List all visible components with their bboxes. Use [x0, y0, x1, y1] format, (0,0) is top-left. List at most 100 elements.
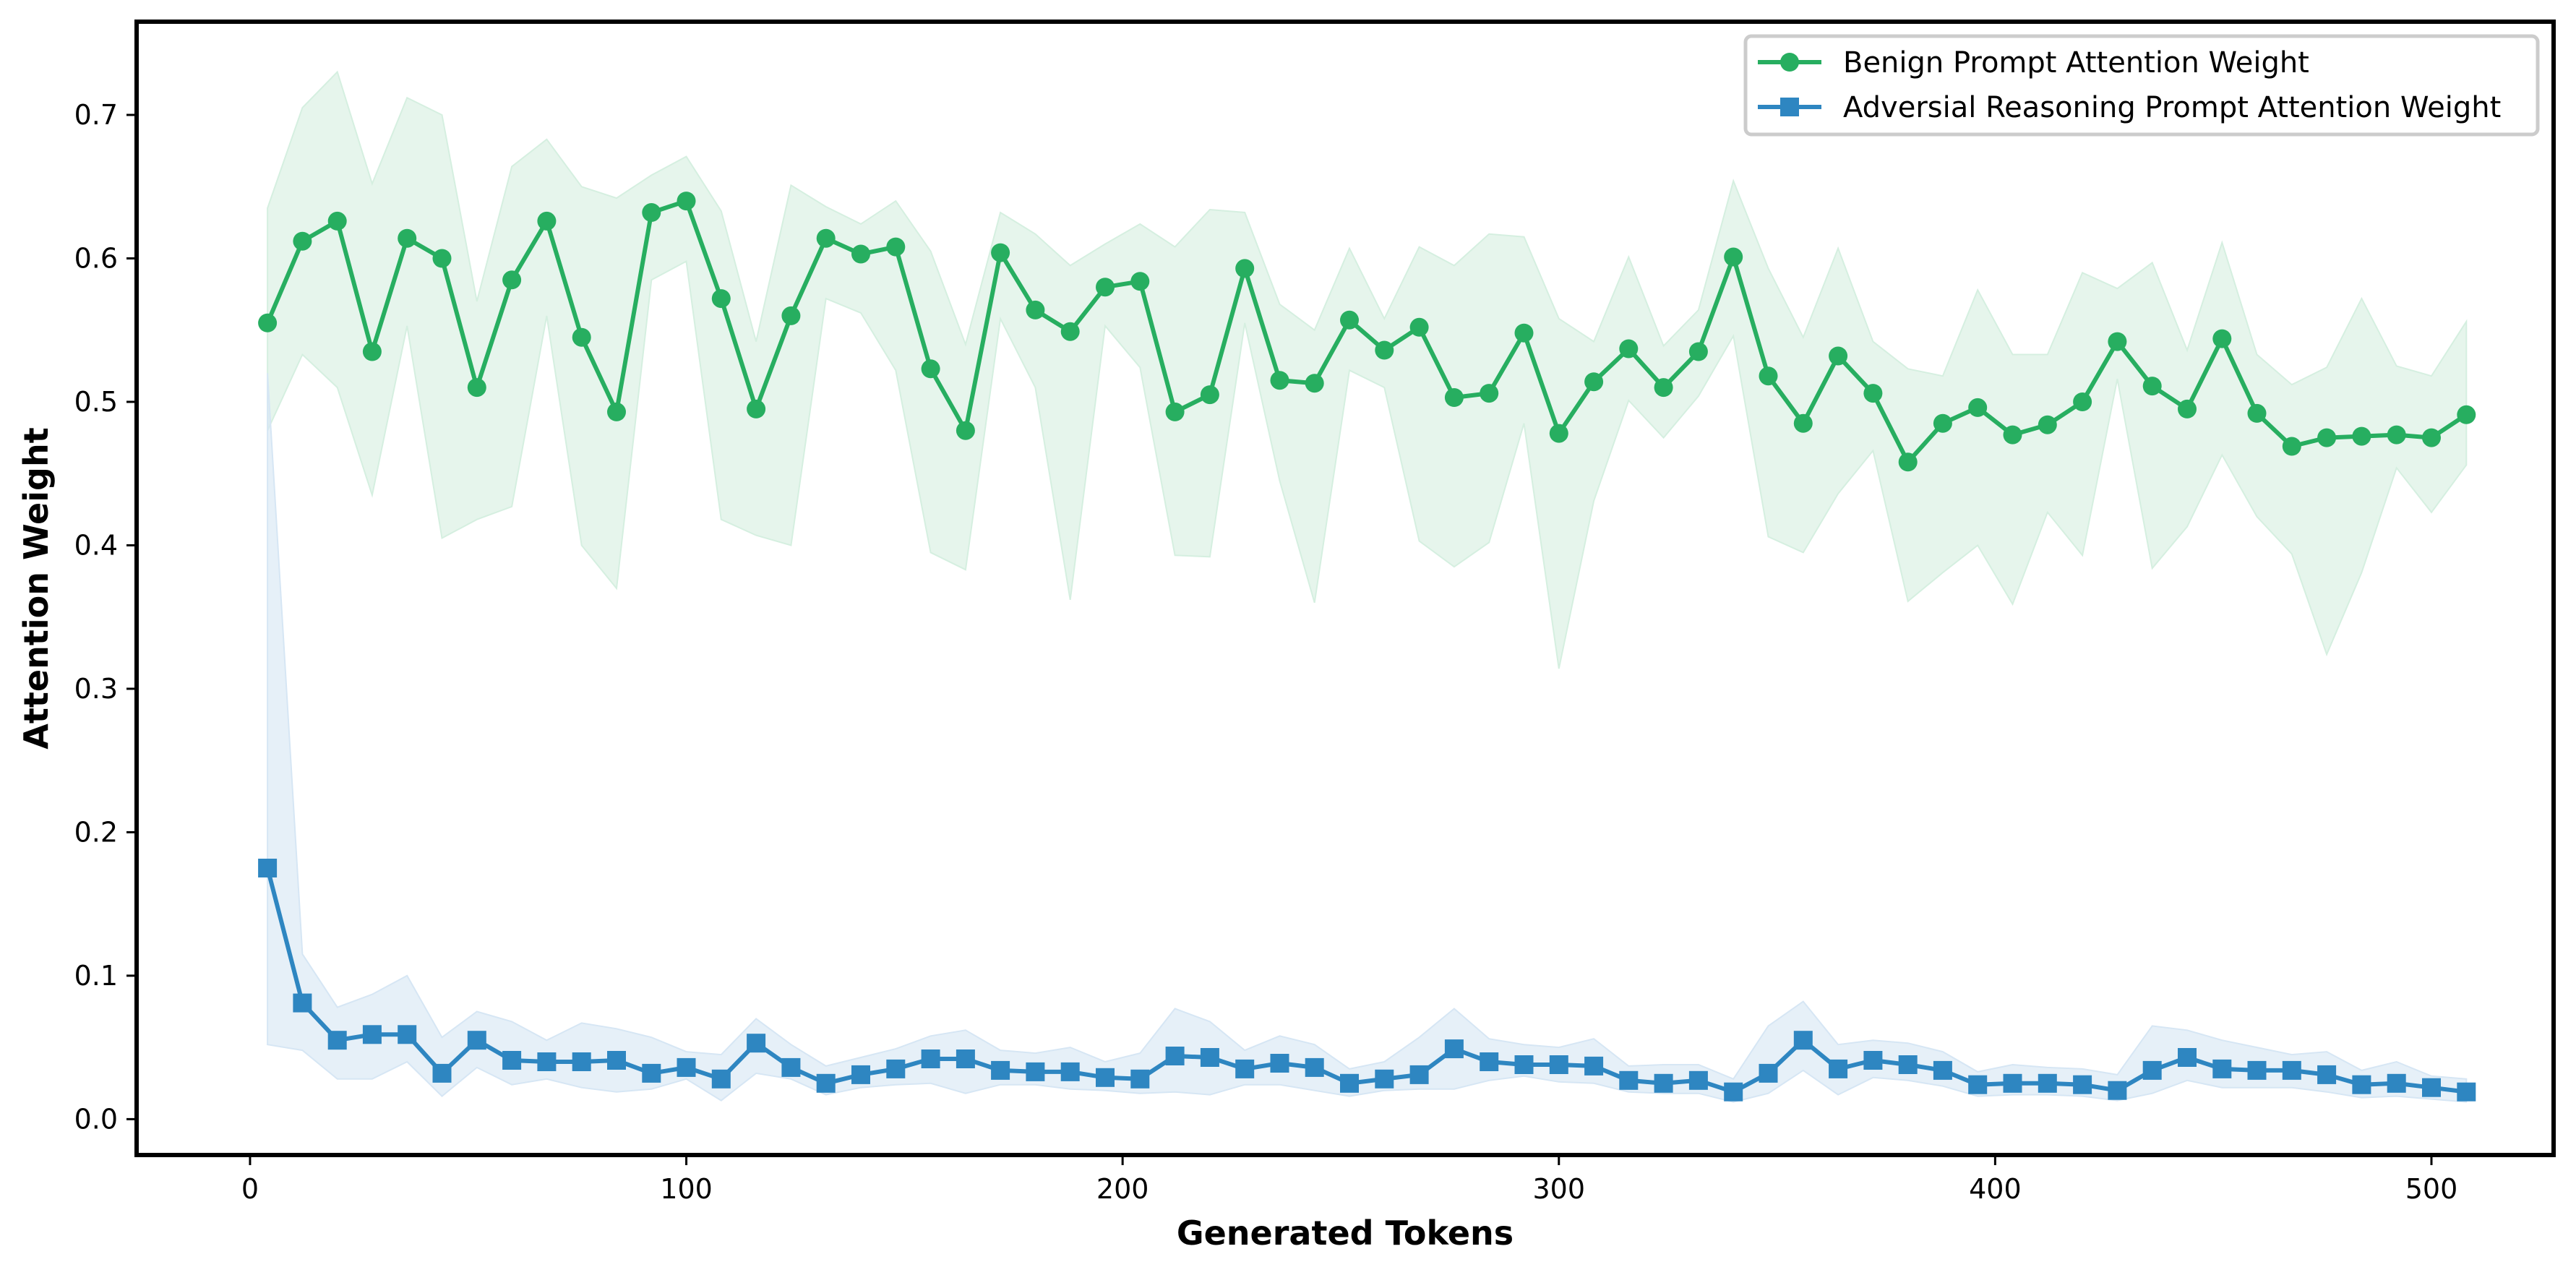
data-point-benign	[2282, 437, 2301, 456]
data-point-benign	[851, 244, 870, 264]
data-point-benign	[362, 342, 382, 361]
data-point-adversarial	[502, 1051, 522, 1070]
data-point-adversarial	[886, 1059, 906, 1078]
data-point-adversarial	[1933, 1060, 1952, 1080]
data-point-adversarial	[677, 1057, 696, 1077]
data-point-adversarial	[2387, 1073, 2406, 1093]
confidence-band-benign	[267, 70, 2468, 669]
series-lines	[265, 199, 2468, 1094]
data-point-adversarial	[816, 1073, 836, 1093]
x-tick-label: 300	[1533, 1173, 1586, 1205]
data-point-adversarial	[851, 1065, 870, 1084]
data-point-benign	[781, 306, 801, 325]
data-point-adversarial	[1444, 1039, 1464, 1059]
data-point-adversarial	[2003, 1073, 2022, 1093]
legend-label-adversarial: Adversial Reasoning Prompt Attention Wei…	[1843, 91, 2501, 124]
data-point-benign	[1096, 278, 1115, 297]
data-point-benign	[537, 211, 557, 231]
data-point-benign	[2142, 377, 2162, 396]
legend-marker-adversarial	[1780, 98, 1799, 116]
y-tick-label: 0.4	[74, 529, 118, 561]
data-point-benign	[2038, 415, 2057, 434]
legend: Benign Prompt Attention Weight Adversial…	[1743, 34, 2540, 137]
x-tick-label: 400	[1969, 1173, 2022, 1205]
data-point-benign	[2387, 425, 2406, 445]
data-point-benign	[1619, 339, 1639, 359]
data-point-adversarial	[1165, 1047, 1185, 1065]
data-point-adversarial	[2247, 1060, 2267, 1080]
data-point-adversarial	[1026, 1062, 1045, 1081]
data-point-adversarial	[711, 1069, 731, 1089]
data-point-benign	[1375, 340, 1394, 360]
data-point-benign	[2003, 425, 2022, 445]
data-point-benign	[2457, 405, 2476, 424]
data-point-adversarial	[327, 1031, 347, 1050]
data-point-benign	[1026, 300, 1045, 319]
series-markers	[258, 192, 2476, 1102]
data-point-benign	[956, 421, 975, 440]
confidence-band-adversarial	[267, 373, 2468, 1103]
data-point-adversarial	[467, 1031, 486, 1050]
data-point-adversarial	[2422, 1078, 2441, 1097]
data-point-adversarial	[642, 1063, 661, 1083]
series-line-benign	[265, 199, 2468, 465]
data-point-adversarial	[258, 859, 278, 877]
data-point-benign	[2073, 392, 2092, 411]
legend-box	[1743, 34, 2540, 137]
data-point-adversarial	[1549, 1055, 1568, 1074]
x-tick-label: 500	[2405, 1173, 2458, 1205]
data-point-adversarial	[1619, 1070, 1639, 1090]
data-point-adversarial	[1514, 1055, 1534, 1074]
data-point-benign	[502, 270, 522, 290]
y-tick-label: 0.3	[74, 673, 118, 705]
y-tick-label: 0.2	[74, 816, 118, 848]
data-point-benign	[2178, 399, 2197, 418]
y-axis-title: Attention Weight	[17, 427, 56, 749]
data-point-adversarial	[1235, 1059, 1255, 1078]
data-point-adversarial	[1829, 1059, 1848, 1078]
data-point-adversarial	[2352, 1075, 2371, 1094]
data-point-benign	[327, 211, 347, 231]
data-point-adversarial	[2108, 1081, 2127, 1100]
data-point-benign	[1340, 310, 1359, 330]
x-tick-label: 100	[660, 1173, 713, 1205]
data-point-benign	[1444, 388, 1464, 407]
data-point-adversarial	[747, 1034, 766, 1053]
data-point-benign	[1724, 247, 1743, 267]
data-point-adversarial	[2142, 1060, 2162, 1080]
data-point-adversarial	[1898, 1055, 1918, 1074]
x-tick-label: 0	[241, 1173, 259, 1205]
data-point-adversarial	[362, 1025, 382, 1044]
data-point-benign	[677, 192, 696, 211]
data-point-adversarial	[1968, 1075, 1988, 1094]
data-point-adversarial	[2178, 1048, 2197, 1067]
data-point-adversarial	[991, 1060, 1010, 1080]
data-point-benign	[1863, 384, 1883, 403]
data-point-benign	[467, 378, 486, 398]
y-axis-ticks: 0.0 0.1 0.2 0.3 0.4 0.5 0.6 0.7	[74, 99, 137, 1135]
data-point-adversarial	[572, 1052, 591, 1071]
data-point-benign	[1060, 322, 1080, 341]
data-point-adversarial	[1480, 1052, 1499, 1071]
data-point-adversarial	[2073, 1075, 2092, 1094]
data-point-adversarial	[2038, 1073, 2057, 1093]
data-point-adversarial	[1060, 1062, 1080, 1081]
series-line-adversarial	[265, 867, 2467, 1094]
x-axis-ticks: 0 100 200 300 400 500	[241, 1155, 2457, 1205]
data-point-adversarial	[956, 1049, 975, 1068]
y-tick-label: 0.7	[74, 99, 118, 131]
data-point-adversarial	[1270, 1054, 1289, 1073]
y-tick-label: 0.6	[74, 242, 118, 274]
data-point-benign	[1829, 346, 1848, 366]
data-point-benign	[1688, 342, 1708, 361]
data-point-benign	[1549, 424, 1568, 443]
data-point-benign	[1200, 385, 1219, 405]
data-point-benign	[1968, 398, 1988, 417]
data-point-adversarial	[1793, 1031, 1813, 1050]
data-point-benign	[398, 228, 417, 248]
data-point-benign	[1409, 317, 1429, 337]
x-axis-title: Generated Tokens	[1177, 1214, 1514, 1253]
data-point-benign	[1305, 374, 1324, 393]
data-point-benign	[2317, 428, 2337, 447]
